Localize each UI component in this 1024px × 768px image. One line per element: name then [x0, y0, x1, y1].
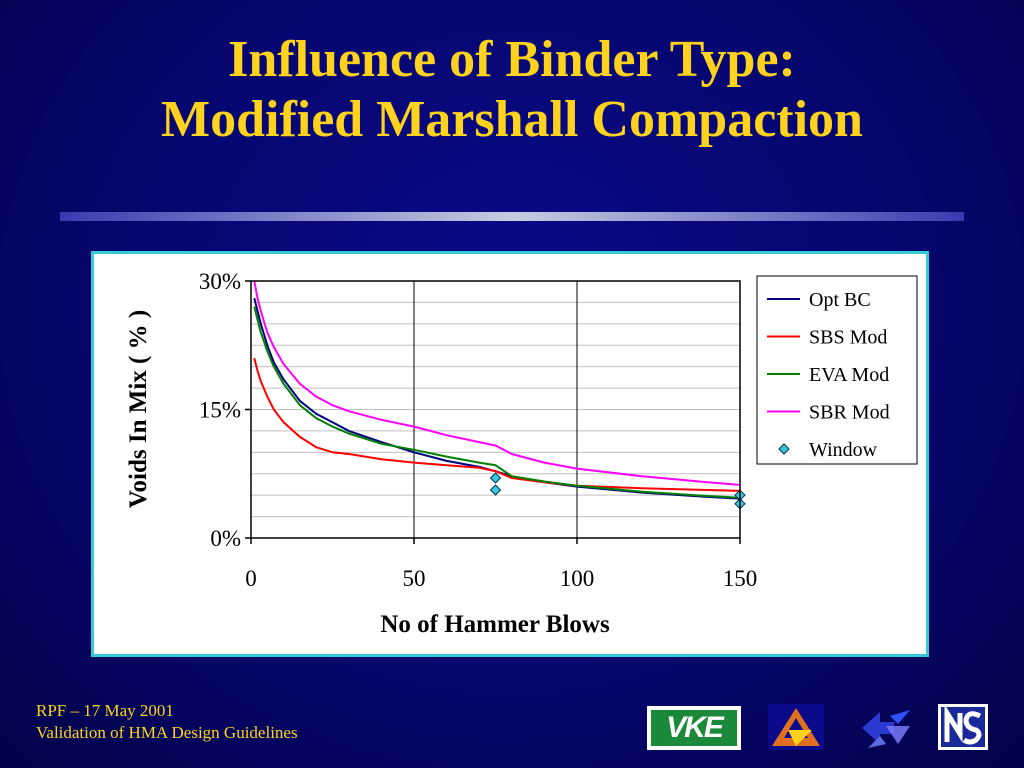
chart-axes: 0 50 100 150 0% 15% 30% [199, 269, 757, 591]
y-tick-label: 15% [199, 398, 241, 423]
triangle-logo [768, 704, 824, 750]
legend-swatch [778, 443, 790, 455]
ns-logo [938, 704, 988, 750]
legend-entry: Opt BC [809, 289, 871, 311]
y-tick-label: 0% [210, 526, 241, 551]
legend-entry: EVA Mod [809, 364, 889, 386]
legend-entry: Window [809, 439, 878, 461]
x-tick-label: 0 [245, 566, 257, 591]
footer: RPF – 17 May 2001 Validation of HMA Desi… [36, 700, 298, 744]
x-tick-label: 50 [403, 566, 426, 591]
legend-entry: SBR Mod [809, 402, 890, 424]
chart-series [253, 280, 746, 510]
slide-title: Influence of Binder Type: Modified Marsh… [0, 30, 1024, 150]
x-axis-label: No of Hammer Blows [380, 611, 610, 638]
series-line-sbr-mod [253, 280, 741, 486]
legend-box [756, 275, 918, 465]
title-divider [60, 212, 964, 221]
footer-date: RPF – 17 May 2001 [36, 701, 174, 720]
title-line-1: Influence of Binder Type: [228, 31, 796, 88]
chart-panel: 0 50 100 150 0% 15% 30% Voids In Mix ( % ) No … [91, 251, 929, 657]
title-line-2: Modified Marshall Compaction [161, 91, 863, 148]
chart-legend: Opt BC SBS Mod EVA Mod SBR Mod Window [756, 275, 918, 465]
window-point [489, 472, 502, 484]
series-line-opt-bc [253, 297, 741, 500]
y-axis-label: Voids In Mix ( % ) [125, 310, 152, 508]
vke-logo-text: VKE [651, 710, 737, 746]
chart-grid [251, 281, 740, 538]
x-tick-label: 150 [723, 566, 758, 591]
chart-svg: 0 50 100 150 0% 15% 30% Voids In Mix ( % ) No … [125, 269, 918, 638]
footer-subtitle: Validation of HMA Design Guidelines [36, 723, 298, 742]
series-line-eva-mod [253, 306, 741, 499]
x-tick-label: 100 [560, 566, 595, 591]
arrows-logo [862, 710, 910, 748]
window-point [489, 484, 502, 496]
vke-logo: VKE [647, 706, 741, 750]
y-tick-label: 30% [199, 269, 241, 294]
legend-entry: SBS Mod [809, 327, 887, 349]
